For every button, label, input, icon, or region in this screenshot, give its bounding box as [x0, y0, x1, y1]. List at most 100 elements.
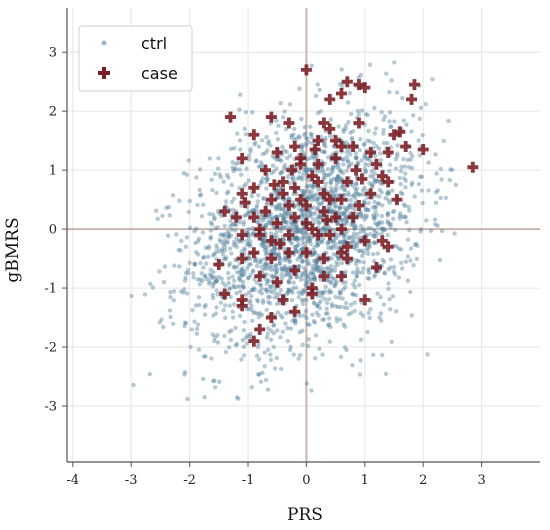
ctrl-point	[247, 290, 252, 295]
case-point	[306, 282, 318, 294]
ctrl-point	[261, 196, 267, 201]
case-point	[225, 111, 237, 123]
ctrl-point	[299, 212, 304, 218]
ctrl-point	[330, 152, 335, 158]
ctrl-point	[317, 214, 323, 219]
ctrl-point	[308, 210, 313, 215]
ctrl-point	[432, 217, 438, 222]
ctrl-point	[397, 216, 402, 221]
ctrl-point	[343, 269, 348, 275]
ctrl-point	[167, 213, 172, 218]
ctrl-point	[296, 264, 301, 269]
ctrl-point	[352, 242, 357, 247]
ctrl-point	[168, 314, 173, 320]
ctrl-point	[241, 328, 247, 333]
ctrl-point	[371, 352, 376, 357]
ctrl-point	[268, 288, 273, 293]
y-axis-title: gBMRS	[3, 217, 23, 282]
ctrl-point	[312, 210, 318, 216]
ctrl-point	[291, 352, 296, 357]
ctrl-point	[357, 282, 362, 288]
case-point	[248, 335, 260, 347]
ctrl-point	[269, 267, 275, 273]
ctrl-point	[312, 197, 318, 202]
ctrl-point	[390, 188, 395, 193]
ctrl-point	[344, 140, 349, 145]
ctrl-point	[340, 239, 345, 245]
ctrl-point	[320, 290, 325, 295]
ctrl-point	[312, 301, 317, 306]
ctrl-point	[373, 230, 378, 235]
ctrl-point	[401, 202, 406, 207]
case-point	[289, 264, 301, 276]
ctrl-point	[236, 160, 241, 165]
case-series	[213, 64, 479, 347]
ctrl-point	[336, 209, 341, 215]
ctrl-point	[263, 262, 268, 267]
ctrl-point	[342, 211, 347, 216]
ctrl-point	[318, 109, 323, 114]
ctrl-point	[349, 137, 355, 142]
ctrl-point	[231, 240, 237, 245]
ctrl-point	[247, 256, 252, 262]
ctrl-point	[277, 292, 282, 297]
ctrl-point	[329, 302, 334, 307]
ctrl-point	[212, 385, 218, 390]
ctrl-point	[264, 186, 269, 191]
ctrl-point	[287, 260, 292, 265]
ctrl-point	[280, 206, 285, 212]
ctrl-point	[294, 234, 299, 240]
ctrl-point	[325, 241, 330, 246]
ctrl-point	[319, 239, 325, 245]
ctrl-point	[250, 287, 255, 293]
ctrl-point	[215, 333, 220, 338]
ctrl-point	[316, 187, 321, 192]
ctrl-point	[297, 254, 302, 260]
ctrl-point	[241, 353, 247, 358]
ctrl-point	[262, 262, 267, 267]
ctrl-point	[350, 270, 356, 275]
ctrl-point	[299, 258, 305, 263]
ctrl-point	[283, 311, 289, 316]
ctrl-point	[337, 205, 342, 211]
ctrl-point	[332, 283, 338, 288]
ctrl-point	[246, 306, 252, 312]
ctrl-point	[296, 134, 301, 139]
case-point	[318, 117, 330, 129]
ctrl-point	[254, 219, 260, 225]
ctrl-point	[361, 260, 367, 265]
ctrl-point	[259, 312, 265, 318]
ctrl-point	[234, 395, 240, 400]
ctrl-point	[309, 132, 314, 137]
ctrl-point	[371, 240, 377, 245]
ctrl-point	[334, 187, 339, 192]
ctrl-point	[268, 352, 273, 357]
ctrl-point	[273, 245, 278, 251]
ctrl-point	[252, 142, 257, 147]
ctrl-point	[243, 335, 249, 340]
ctrl-point	[332, 191, 338, 196]
ctrl-point	[274, 157, 279, 162]
ctrl-point	[388, 257, 394, 262]
ctrl-point	[391, 209, 397, 214]
ctrl-point	[170, 321, 176, 326]
ctrl-point	[408, 258, 413, 263]
ctrl-point	[337, 240, 342, 245]
ctrl-point	[360, 188, 366, 193]
ctrl-point	[307, 213, 312, 218]
ctrl-point	[221, 240, 227, 245]
ctrl-point	[401, 118, 406, 123]
ctrl-point	[400, 96, 405, 101]
ctrl-point	[296, 236, 301, 241]
ctrl-point	[274, 166, 279, 171]
ctrl-point	[272, 247, 277, 252]
ctrl-point	[248, 262, 253, 267]
case-point	[335, 247, 347, 259]
ctrl-point	[289, 135, 294, 140]
ctrl-point	[301, 188, 306, 194]
ctrl-point	[300, 271, 305, 276]
case-point	[467, 161, 479, 173]
ctrl-point	[274, 204, 279, 209]
ctrl-point	[313, 259, 318, 264]
